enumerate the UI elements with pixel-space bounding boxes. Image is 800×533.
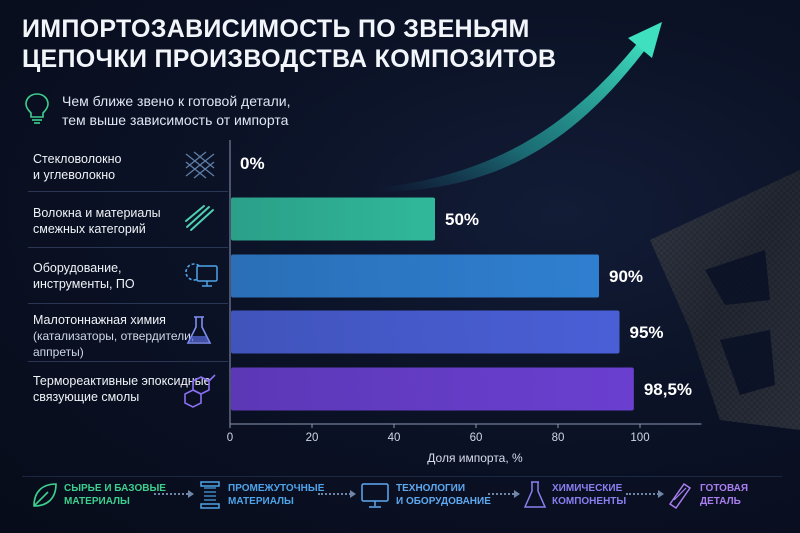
monitor-icon (361, 483, 389, 508)
flow-step-line: ГОТОВАЯ (700, 483, 749, 494)
flow-step-technology: ТЕХНОЛОГИИ И ОБОРУДОВАНИЕ (396, 482, 491, 508)
flow-step-chemicals: ХИМИЧЕСКИЕ КОМПОНЕНТЫ (552, 482, 626, 508)
x-tick-label: 0 (227, 432, 233, 444)
flow-step-intermediate: ПРОМЕЖУТОЧНЫЕ МАТЕРИАЛЫ (228, 482, 324, 508)
bar-value-label: 98,5% (644, 380, 692, 399)
flow-step-line: ДЕТАЛЬ (700, 496, 741, 507)
woven-fiber-icon (185, 151, 215, 179)
flow-step-final-part: ГОТОВАЯ ДЕТАЛЬ (700, 482, 748, 508)
leaf-icon (33, 483, 57, 507)
row-label-line: аппреты) (33, 345, 84, 359)
row-label-line: (катализаторы, отвердители, (33, 329, 195, 343)
flow-step-line: МАТЕРИАЛЫ (228, 496, 294, 507)
bar-value-label: 0% (240, 154, 265, 173)
row-divider (28, 247, 228, 248)
x-tick-label: 20 (306, 432, 319, 444)
bar (231, 310, 620, 354)
bar-value-label: 90% (609, 267, 643, 286)
subtitle-line-1: Чем ближе звено к готовой детали, (62, 93, 291, 109)
row-label-fiber: Стекловолокно и углеволокно (33, 151, 121, 183)
row-label-line: и углеволокно (33, 168, 116, 182)
spool-icon (200, 481, 220, 509)
flow-step-line: ТЕХНОЛОГИИ (396, 483, 466, 494)
row-label-resins: Термореактивные эпоксидные связующие смо… (33, 373, 211, 405)
row-label-line: Стекловолокно (33, 152, 122, 166)
bar (231, 197, 435, 241)
row-label-chemistry: Малотоннажная химия (катализаторы, отвер… (33, 312, 194, 360)
row-divider (28, 361, 228, 362)
row-divider (28, 191, 228, 192)
composite-part-icon (668, 482, 692, 510)
row-label-related-fibers: Волокна и материалы смежных категорий (33, 205, 161, 237)
flow-step-line: ПРОМЕЖУТОЧНЫЕ (228, 483, 325, 494)
flow-step-line: МАТЕРИАЛЫ (64, 496, 130, 507)
flow-step-line: ХИМИЧЕСКИЕ (552, 483, 623, 494)
title-line-1: ИМПОРТОЗАВИСИМОСТЬ ПО ЗВЕНЬЯМ (22, 15, 530, 43)
bar-value-label: 95% (630, 323, 664, 342)
growth-arrow-head (628, 22, 662, 58)
molecule-icon (184, 374, 216, 408)
value-chain-flow (22, 476, 782, 521)
flow-arrow (154, 490, 194, 498)
flow-arrow (626, 490, 664, 498)
subtitle-line-2: тем выше зависимость от импорта (62, 112, 289, 128)
row-label-line: Оборудование, (33, 261, 122, 275)
composite-part-image (650, 170, 800, 430)
x-tick-label: 100 (630, 432, 649, 444)
bar-value-label: 50% (445, 210, 479, 229)
flow-arrow (318, 490, 356, 498)
fiber-strands-icon (185, 205, 214, 231)
row-divider (28, 303, 228, 304)
flask-icon (523, 481, 547, 508)
gear-monitor-icon (185, 263, 218, 287)
x-tick-label: 60 (470, 432, 483, 444)
growth-arrow-shape (380, 40, 648, 192)
flow-step-line: СЫРЬЕ И БАЗОВЫЕ (64, 483, 166, 494)
flow-step-raw: СЫРЬЕ И БАЗОВЫЕ МАТЕРИАЛЫ (64, 482, 166, 508)
flow-step-line: И ОБОРУДОВАНИЕ (396, 496, 491, 507)
x-axis-label: Доля импорта, % (427, 451, 523, 465)
x-tick-label: 40 (388, 432, 401, 444)
row-label-line: смежных категорий (33, 222, 146, 236)
flow-step-line: КОМПОНЕНТЫ (552, 496, 627, 507)
row-label-line: Термореактивные эпоксидные (33, 374, 211, 388)
subtitle: Чем ближе звено к готовой детали, тем вы… (62, 92, 290, 130)
row-label-equipment: Оборудование, инструменты, ПО (33, 260, 135, 292)
title-line-2: ЦЕПОЧКИ ПРОИЗВОДСТВА КОМПОЗИТОВ (22, 45, 557, 73)
row-label-line: связующие смолы (33, 390, 140, 404)
x-tick-label: 80 (552, 432, 565, 444)
row-label-line: инструменты, ПО (33, 277, 135, 291)
row-label-line: Малотоннажная химия (33, 313, 166, 327)
row-label-line: Волокна и материалы (33, 206, 161, 220)
page-title: ИМПОРТОЗАВИСИМОСТЬ ПО ЗВЕНЬЯМ ЦЕПОЧКИ ПР… (22, 14, 556, 74)
bar (231, 254, 599, 298)
bar (231, 367, 634, 411)
lightbulb-icon (25, 93, 49, 124)
flask-icon (186, 316, 212, 344)
flow-arrow (488, 490, 520, 498)
